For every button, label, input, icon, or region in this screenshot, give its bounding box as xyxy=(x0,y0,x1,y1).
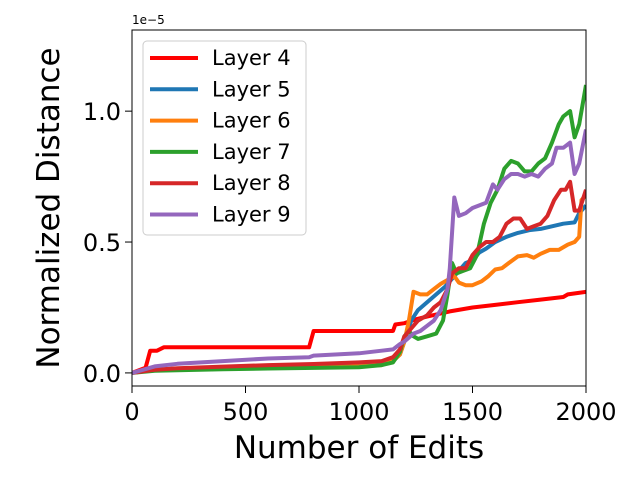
x-axis-label: Number of Edits xyxy=(234,430,484,466)
legend-label: Layer 9 xyxy=(212,203,291,227)
series-line-layer-9 xyxy=(132,129,586,375)
y-axis-ticks: 0.0 0.5 1.0 xyxy=(83,98,132,388)
x-tick-label: 1500 xyxy=(442,398,503,426)
series-line-layer-4 xyxy=(132,289,586,375)
x-tick-label: 1000 xyxy=(328,398,389,426)
legend: Layer 4 Layer 5 Layer 6 Layer 7 Layer 8 Layer… xyxy=(142,40,307,236)
x-tick-label: 500 xyxy=(223,398,269,426)
y-axis-offset-label: 1e−5 xyxy=(132,13,165,27)
legend-label: Layer 6 xyxy=(212,109,291,133)
series-layer xyxy=(132,84,586,375)
legend-label: Layer 4 xyxy=(212,46,291,70)
y-tick-label: 1.0 xyxy=(83,98,121,126)
y-axis-label: Normalized Distance xyxy=(31,47,67,368)
legend-label: Layer 5 xyxy=(212,77,291,101)
y-tick-label: 0.5 xyxy=(83,229,121,257)
series-line-layer-7 xyxy=(132,84,586,375)
legend-label: Layer 7 xyxy=(212,140,291,164)
x-tick-label: 0 xyxy=(124,398,139,426)
x-tick-label: 2000 xyxy=(555,398,616,426)
y-tick-label: 0.0 xyxy=(83,360,121,388)
legend-label: Layer 8 xyxy=(212,171,291,195)
series-line-layer-8 xyxy=(132,179,586,375)
x-axis-ticks: 0 500 1000 1500 2000 xyxy=(124,386,617,426)
